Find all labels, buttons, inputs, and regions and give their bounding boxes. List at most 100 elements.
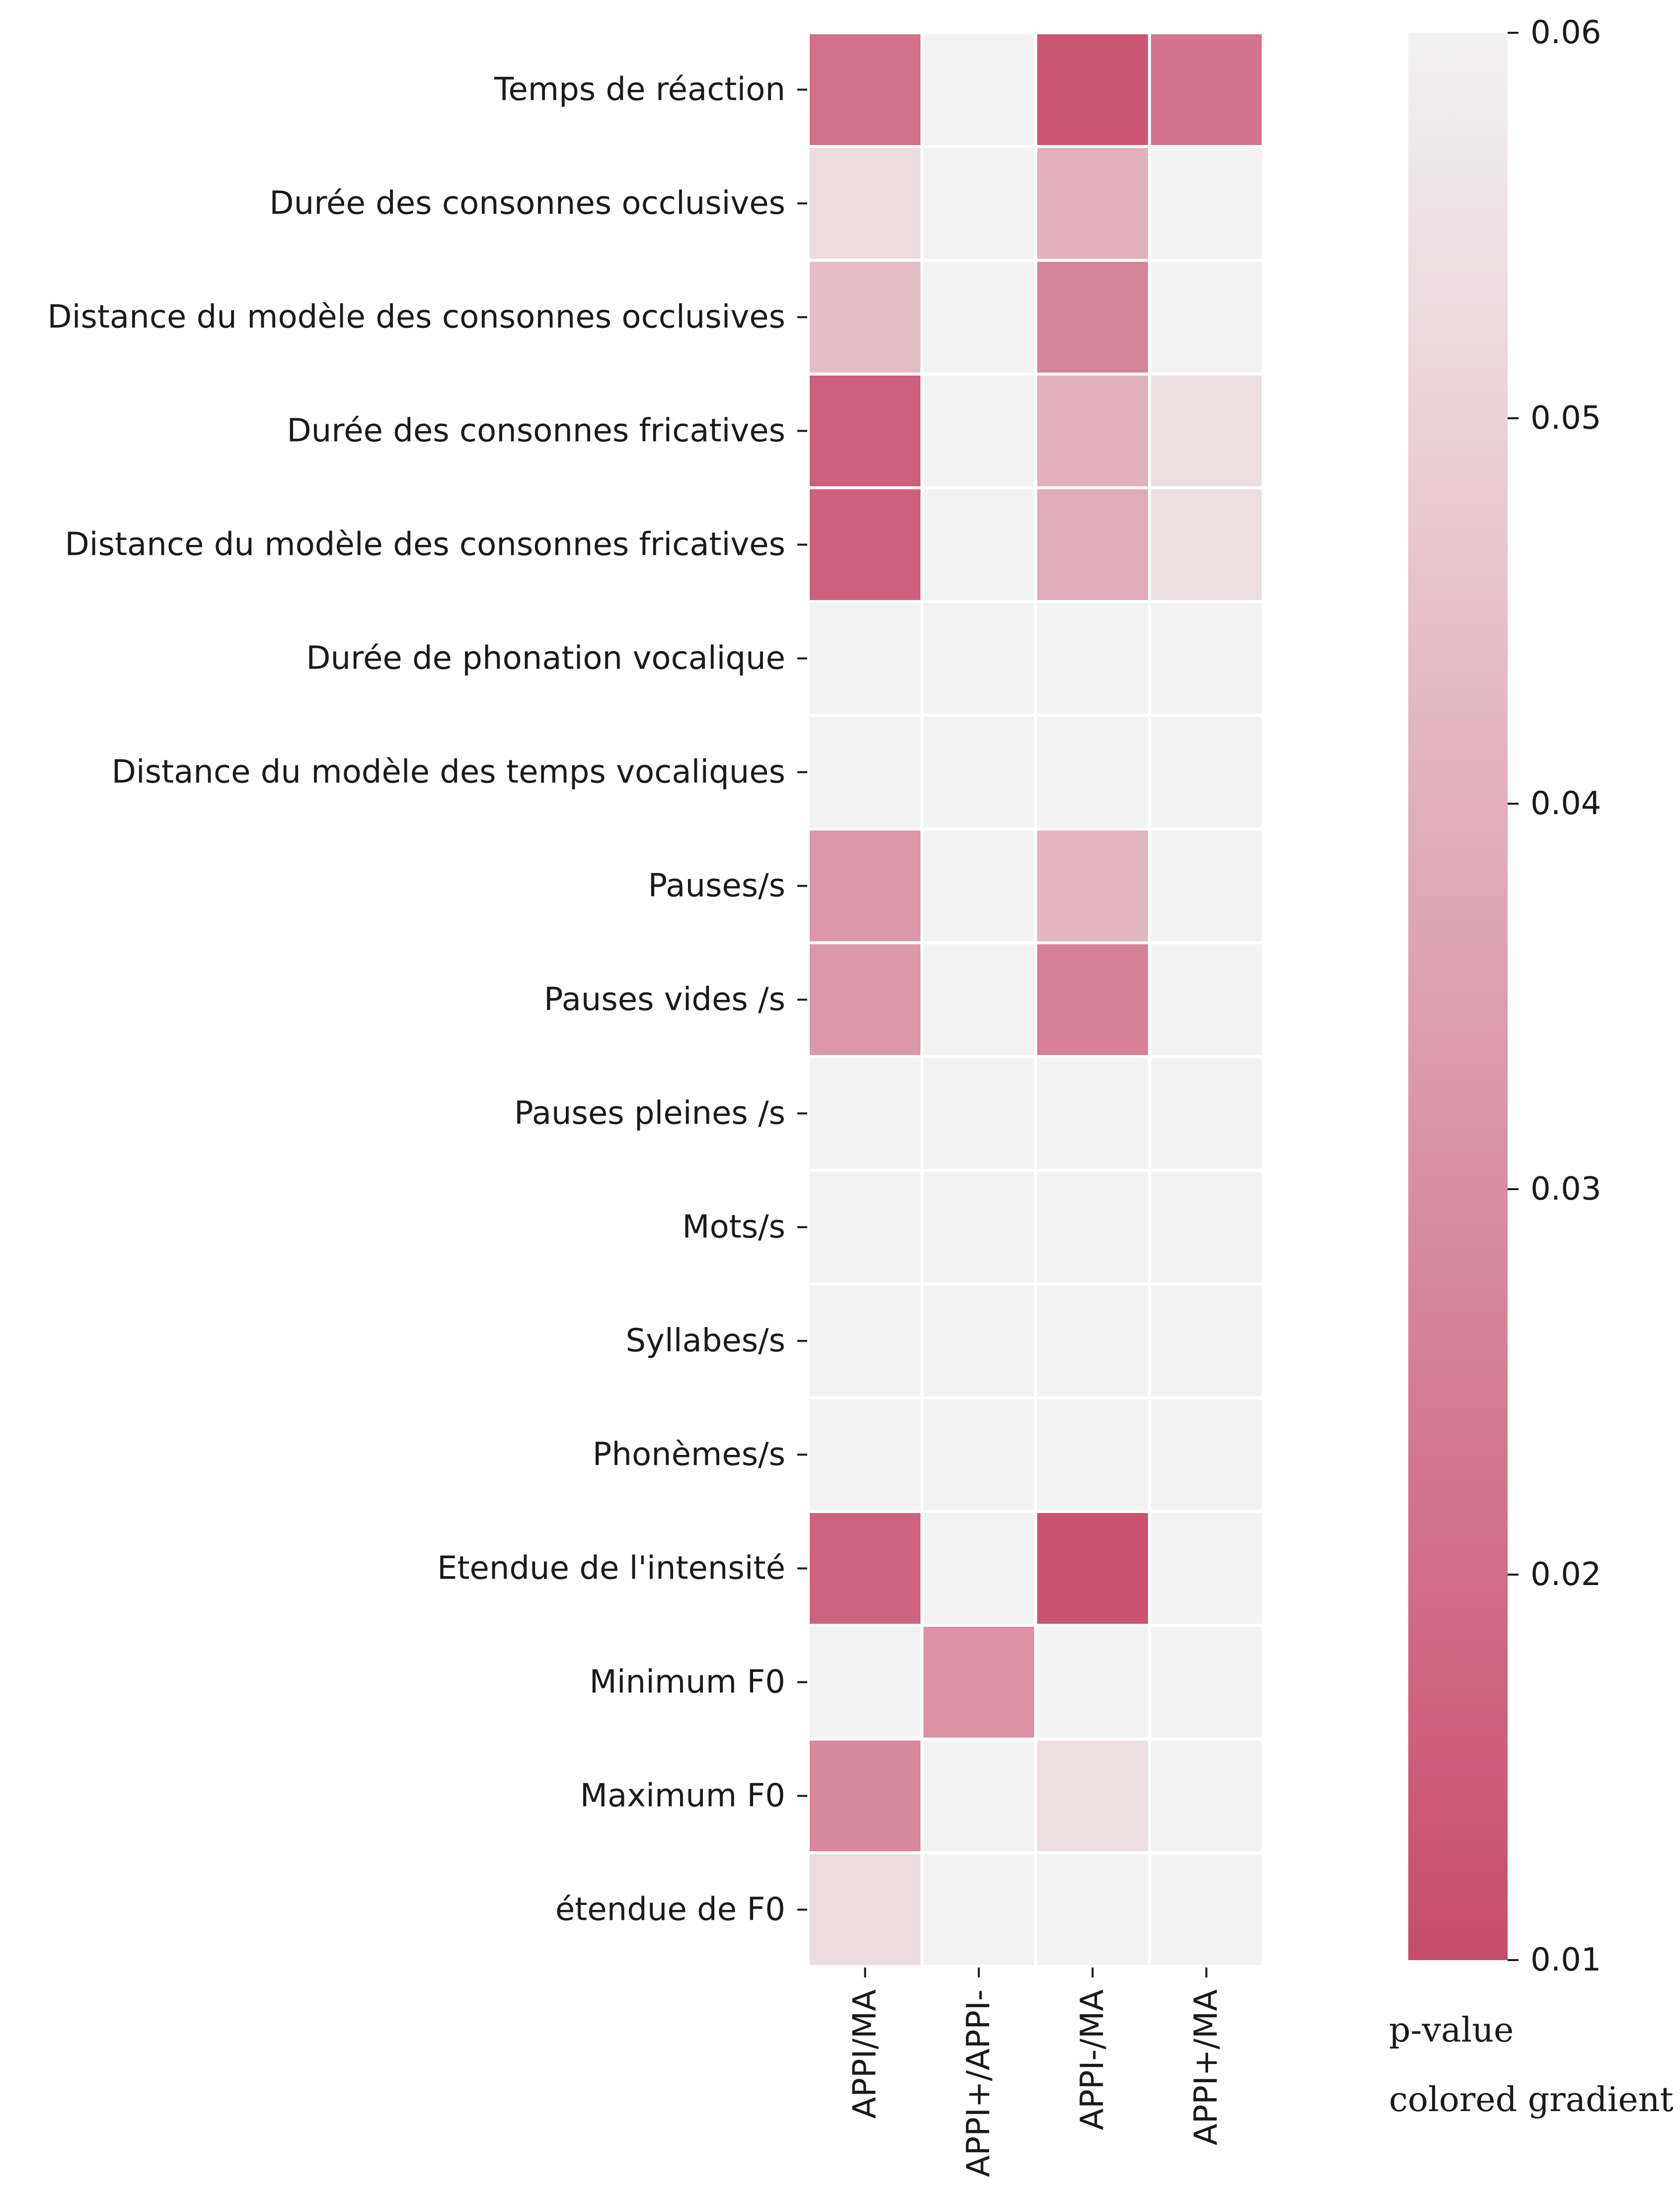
- heatmap-cell: [1148, 486, 1265, 603]
- heatmap-cell: [1034, 1396, 1151, 1513]
- row-label: Maximum F0: [580, 1778, 785, 1815]
- heatmap-cell: [920, 145, 1037, 262]
- row-label: Etendue de l'intensité: [437, 1550, 785, 1587]
- row-label: étendue de F0: [555, 1892, 785, 1928]
- heatmap-cell: [1034, 486, 1151, 603]
- heatmap-cell: [1034, 373, 1151, 489]
- row-label: Pauses vides /s: [544, 982, 785, 1018]
- colorbar-tick-label: 0.02: [1530, 1556, 1602, 1593]
- heatmap-cell: [1148, 145, 1265, 262]
- colorbar-tick-label: 0.04: [1530, 785, 1602, 822]
- heatmap-cell: [1148, 1169, 1265, 1286]
- row-label: Pauses pleines /s: [514, 1095, 785, 1132]
- heatmap-cell: [920, 1851, 1037, 1968]
- heatmap-cell: [1148, 1510, 1265, 1627]
- column-label: APPI-/MA: [1074, 1989, 1111, 2130]
- heatmap-cell: [920, 600, 1037, 717]
- heatmap-cell: [920, 1055, 1037, 1172]
- heatmap-cell: [1034, 1738, 1151, 1854]
- column-label: APPI/MA: [847, 1989, 884, 2119]
- heatmap-cell: [807, 1851, 923, 1968]
- heatmap-cell: [1034, 600, 1151, 717]
- heatmap-cell: [920, 1396, 1037, 1513]
- row-label: Durée des consonnes occlusives: [269, 185, 785, 222]
- heatmap-cell: [1148, 941, 1265, 1058]
- heatmap-cell: [1148, 1396, 1265, 1513]
- row-label: Durée des consonnes fricatives: [287, 413, 785, 450]
- column-label: APPI+/MA: [1188, 1989, 1225, 2145]
- heatmap-cell: [1148, 259, 1265, 376]
- heatmap-cell: [920, 373, 1037, 489]
- colorbar-tick-label: 0.06: [1530, 14, 1602, 51]
- row-label: Durée de phonation vocalique: [306, 640, 785, 677]
- caption-line: p-value: [1389, 2011, 1514, 2050]
- heatmap-cell: [807, 259, 923, 376]
- heatmap-cell: [1148, 1738, 1265, 1854]
- heatmap-cell: [920, 1738, 1037, 1854]
- heatmap-cell: [807, 714, 923, 831]
- heatmap-cell: [807, 600, 923, 717]
- heatmap-cell: [1034, 31, 1151, 148]
- colorbar-tick-label: 0.03: [1530, 1171, 1602, 1208]
- column-label: APPI+/APPI-: [961, 1989, 997, 2177]
- heatmap-cell: [920, 1510, 1037, 1627]
- heatmap-cell: [920, 1624, 1037, 1741]
- heatmap-cell: [1148, 1851, 1265, 1968]
- heatmap-cell: [920, 259, 1037, 376]
- row-label: Temps de réaction: [494, 72, 785, 108]
- heatmap-cell: [1034, 714, 1151, 831]
- heatmap-cell: [807, 373, 923, 489]
- row-label: Distance du modèle des consonnes occlusi…: [47, 299, 785, 336]
- row-label: Distance du modèle des temps vocaliques: [112, 754, 785, 791]
- heatmap-cell: [1148, 1624, 1265, 1741]
- heatmap-cell: [1148, 600, 1265, 717]
- heatmap-cell: [920, 714, 1037, 831]
- heatmap-cell: [1148, 31, 1265, 148]
- heatmap-cell: [920, 31, 1037, 148]
- heatmap-cell: [807, 1283, 923, 1399]
- heatmap-cell: [1148, 1283, 1265, 1399]
- heatmap-cell: [807, 1510, 923, 1627]
- heatmap-cell: [807, 828, 923, 944]
- heatmap-cells: [807, 31, 1265, 1968]
- heatmap-cell: [920, 1283, 1037, 1399]
- heatmap-cell: [1034, 941, 1151, 1058]
- heatmap-cell: [1034, 828, 1151, 944]
- column-labels: APPI/MA APPI+/APPI- APPI-/MA APPI+/MA: [847, 1968, 1225, 2177]
- colorbar: [1408, 33, 1508, 1960]
- row-label: Distance du modèle des consonnes fricati…: [65, 527, 786, 563]
- colorbar-tick-label: 0.01: [1530, 1942, 1602, 1978]
- row-labels: Temps de réaction Durée des consonnes occ…: [47, 72, 807, 1928]
- heatmap-cell: [920, 1169, 1037, 1286]
- heatmap-cell: [807, 1169, 923, 1286]
- row-label: Phonèmes/s: [593, 1437, 785, 1473]
- heatmap-cell: [1148, 373, 1265, 489]
- heatmap-cell: [807, 1396, 923, 1513]
- heatmap-cell: [1034, 1055, 1151, 1172]
- heatmap-cell: [920, 486, 1037, 603]
- heatmap-cell: [1148, 714, 1265, 831]
- colorbar-tick-label: 0.05: [1530, 400, 1602, 437]
- heatmap-cell: [807, 31, 923, 148]
- heatmap-cell: [1034, 1510, 1151, 1627]
- heatmap-cell: [807, 1738, 923, 1854]
- colorbar-caption: p-value colored gradient: [1389, 2011, 1674, 2120]
- heatmap-cell: [1034, 1624, 1151, 1741]
- heatmap-cell: [920, 828, 1037, 944]
- row-label: Minimum F0: [590, 1664, 785, 1701]
- heatmap-cell: [807, 145, 923, 262]
- heatmap-cell: [1034, 1283, 1151, 1399]
- row-label: Mots/s: [682, 1209, 785, 1246]
- heatmap-cell: [1034, 259, 1151, 376]
- heatmap-cell: [1034, 1851, 1151, 1968]
- heatmap-cell: [1148, 828, 1265, 944]
- colorbar-ticks: 0.06 0.05 0.04 0.03 0.02 0.01: [1508, 14, 1602, 1978]
- heatmap-cell: [807, 1055, 923, 1172]
- heatmap-cell: [807, 941, 923, 1058]
- row-label: Pauses/s: [648, 868, 785, 905]
- heatmap-cell: [807, 486, 923, 603]
- row-label: Syllabes/s: [625, 1323, 785, 1360]
- heatmap-cell: [1148, 1055, 1265, 1172]
- heatmap-cell: [1034, 145, 1151, 262]
